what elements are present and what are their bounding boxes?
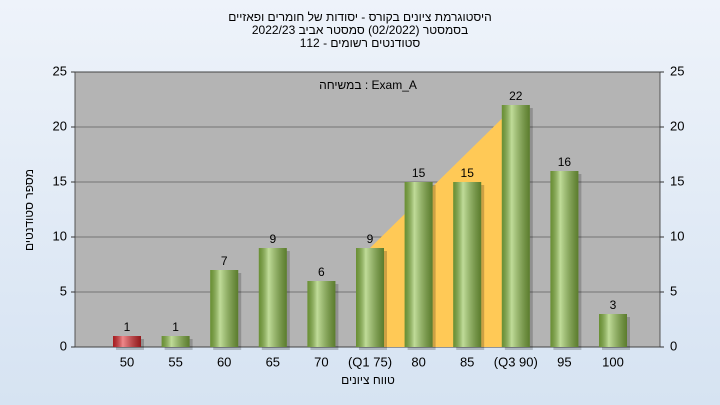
- y-tick-label: 15: [53, 173, 67, 188]
- data-label: 15: [412, 166, 426, 180]
- bar-shine: [550, 171, 579, 347]
- bar-shine: [453, 182, 482, 347]
- x-tick-label: 50: [120, 354, 134, 369]
- bar-shine: [113, 336, 142, 347]
- y-tick-label: 20: [53, 118, 67, 133]
- x-tick-label: (Q1 75): [348, 354, 392, 369]
- chart-subtitle: סטודנטים רשומים - 112: [300, 36, 421, 50]
- y-tick-label: 25: [53, 63, 67, 78]
- data-label: 9: [367, 232, 374, 246]
- bar-shine: [161, 336, 190, 347]
- bar-shine: [599, 314, 628, 347]
- data-label: 15: [461, 166, 475, 180]
- data-label: 9: [269, 232, 276, 246]
- data-label: 7: [221, 254, 228, 268]
- data-label: 6: [318, 265, 325, 279]
- x-tick-label: 85: [460, 354, 474, 369]
- x-tick-label: 60: [217, 354, 231, 369]
- y2-tick-label: 15: [670, 173, 684, 188]
- x-tick-label: 55: [168, 354, 182, 369]
- y2-tick-label: 10: [670, 228, 684, 243]
- bar-shine: [404, 182, 433, 347]
- y2-tick-label: 20: [670, 118, 684, 133]
- bar-shine: [307, 281, 336, 347]
- chart-title: היסטוגרמת ציונים בקורס - יסודות של חומרי…: [228, 10, 492, 24]
- bar-shine: [258, 248, 287, 347]
- y-tick-label: 5: [60, 283, 67, 298]
- data-label: 22: [509, 89, 523, 103]
- bar-shine: [210, 270, 239, 347]
- y-tick-label: 10: [53, 228, 67, 243]
- x-tick-label: 65: [266, 354, 280, 369]
- y2-tick-label: 5: [670, 283, 677, 298]
- x-tick-label: 100: [602, 354, 624, 369]
- x-tick-label: 95: [557, 354, 571, 369]
- y2-tick-label: 25: [670, 63, 684, 78]
- data-label: 1: [124, 320, 131, 334]
- y-axis-label: מספר סטודנטים: [22, 169, 36, 251]
- bar-shine: [501, 105, 530, 347]
- x-tick-label: 80: [411, 354, 425, 369]
- y2-tick-label: 0: [670, 338, 677, 353]
- y-tick-label: 0: [60, 338, 67, 353]
- chart-subtitle: בסמסטר (02/2022) סמסטר אביב 2022/23: [252, 23, 468, 37]
- data-label: 1: [172, 320, 179, 334]
- annotation: במשיחה : Exam_A: [319, 78, 417, 92]
- x-tick-label: (Q3 90): [494, 354, 538, 369]
- x-tick-label: 70: [314, 354, 328, 369]
- data-label: 3: [610, 298, 617, 312]
- x-axis-label: טווח ציונים: [341, 373, 395, 387]
- bar-shine: [356, 248, 385, 347]
- data-label: 16: [558, 155, 572, 169]
